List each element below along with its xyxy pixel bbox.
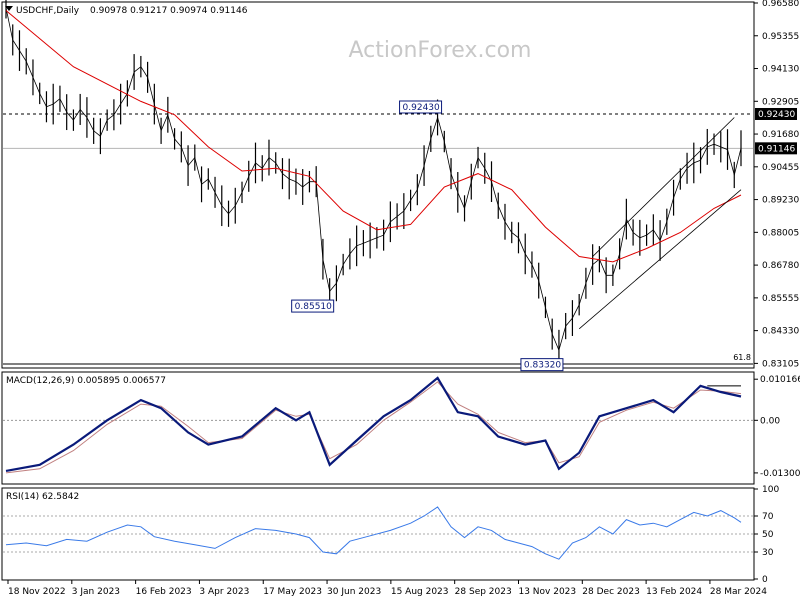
macd-title: MACD(12,26,9) 0.005895 0.006577 [6, 376, 166, 386]
resistance-level-tag [755, 107, 797, 120]
price-tick-label: 0.94130 [762, 65, 799, 75]
rsi-line [5, 506, 742, 560]
macd-series [5, 376, 742, 474]
date-tick-label: 13 Feb 2024 [646, 587, 702, 597]
date-tick-label: 15 Aug 2023 [391, 587, 449, 597]
price-tick-label: 0.96580 [762, 0, 799, 9]
price-tick-label: 0.86780 [762, 261, 799, 271]
price-tick-label: 0.92905 [762, 97, 799, 107]
current-price-label: 0.91146 [758, 144, 795, 154]
rsi-series [5, 506, 742, 560]
current-price-tag [755, 142, 797, 155]
fib-label: 61.8 [733, 353, 751, 362]
date-tick-label: 3 Apr 2023 [199, 587, 249, 597]
date-tick-label: 28 Dec 2023 [582, 587, 640, 597]
price-annotation-box [291, 299, 335, 313]
date-tick-label: 16 Feb 2023 [136, 587, 192, 597]
date-tick-label: 17 May 2023 [263, 587, 322, 597]
dropdown-triangle-icon[interactable] [5, 6, 13, 11]
rsi-tick-label: 30 [762, 548, 774, 558]
ohlc-values: 0.90978 0.91217 0.90974 0.91146 [90, 6, 248, 16]
price-annotation-label: 0.83320 [524, 361, 561, 371]
price-axis: 0.96580 0.95355 0.94130 0.92905 0.91680 0.904… [3, 0, 799, 369]
macd-signal-line [5, 381, 742, 474]
watermark: ActionForex.com [349, 38, 532, 63]
rsi-title: RSI(14) 62.5842 [6, 492, 79, 502]
date-tick-label: 30 Jun 2023 [327, 587, 381, 597]
resistance-level-label: 0.92430 [758, 110, 795, 120]
date-axis: 18 Nov 2022 3 Jan 2023 16 Feb 2023 3 Apr 20… [7, 580, 767, 597]
macd-tick-label: 0.010166 [760, 375, 800, 385]
price-annotation-box [520, 358, 564, 372]
price-annotations: 0.92430 0.85510 0.83320 [291, 100, 564, 372]
date-tick-label: 13 Nov 2023 [518, 587, 576, 597]
rsi-axis: 100 70 50 30 0 [3, 485, 779, 585]
price-tick-label: 0.90455 [762, 163, 799, 173]
rsi-tick-label: 100 [762, 485, 779, 495]
rsi-tick-label: 50 [762, 530, 774, 540]
date-tick-label: 28 Mar 2024 [710, 587, 767, 597]
rsi-tick-label: 70 [762, 512, 774, 522]
price-tick-label: 0.89230 [762, 196, 799, 206]
symbol-label: USDCHF,Daily [16, 6, 80, 16]
price-annotation-box [399, 100, 443, 114]
moving-average-line [5, 10, 742, 263]
macd-line [5, 376, 742, 472]
price-annotation-label: 0.92430 [403, 103, 440, 113]
price-tick-label: 0.95355 [762, 32, 799, 42]
channel-upper-line [592, 117, 735, 257]
price-panel [1, 1, 755, 369]
price-line [5, 7, 742, 352]
rsi-tick-label: 0 [762, 575, 768, 585]
price-tick-label: 0.85555 [762, 294, 799, 304]
date-tick-label: 18 Nov 2022 [8, 587, 66, 597]
date-tick-label: 28 Sep 2023 [455, 587, 512, 597]
macd-axis: 0.010166 0.00 -0.013006 [3, 375, 800, 479]
date-tick-label: 3 Jan 2023 [72, 587, 120, 597]
price-annotation-label: 0.85510 [295, 302, 332, 312]
macd-panel [1, 371, 755, 485]
macd-tick-label: -0.013006 [760, 469, 800, 479]
price-tick-label: 0.91680 [762, 130, 799, 140]
channel-lower-line [578, 189, 742, 330]
price-tick-label: 0.84330 [762, 327, 799, 337]
price-tick-label: 0.83105 [762, 359, 799, 369]
price-tick-label: 0.88005 [762, 228, 799, 238]
macd-tick-label: 0.00 [760, 416, 780, 426]
price-series [5, 0, 742, 371]
